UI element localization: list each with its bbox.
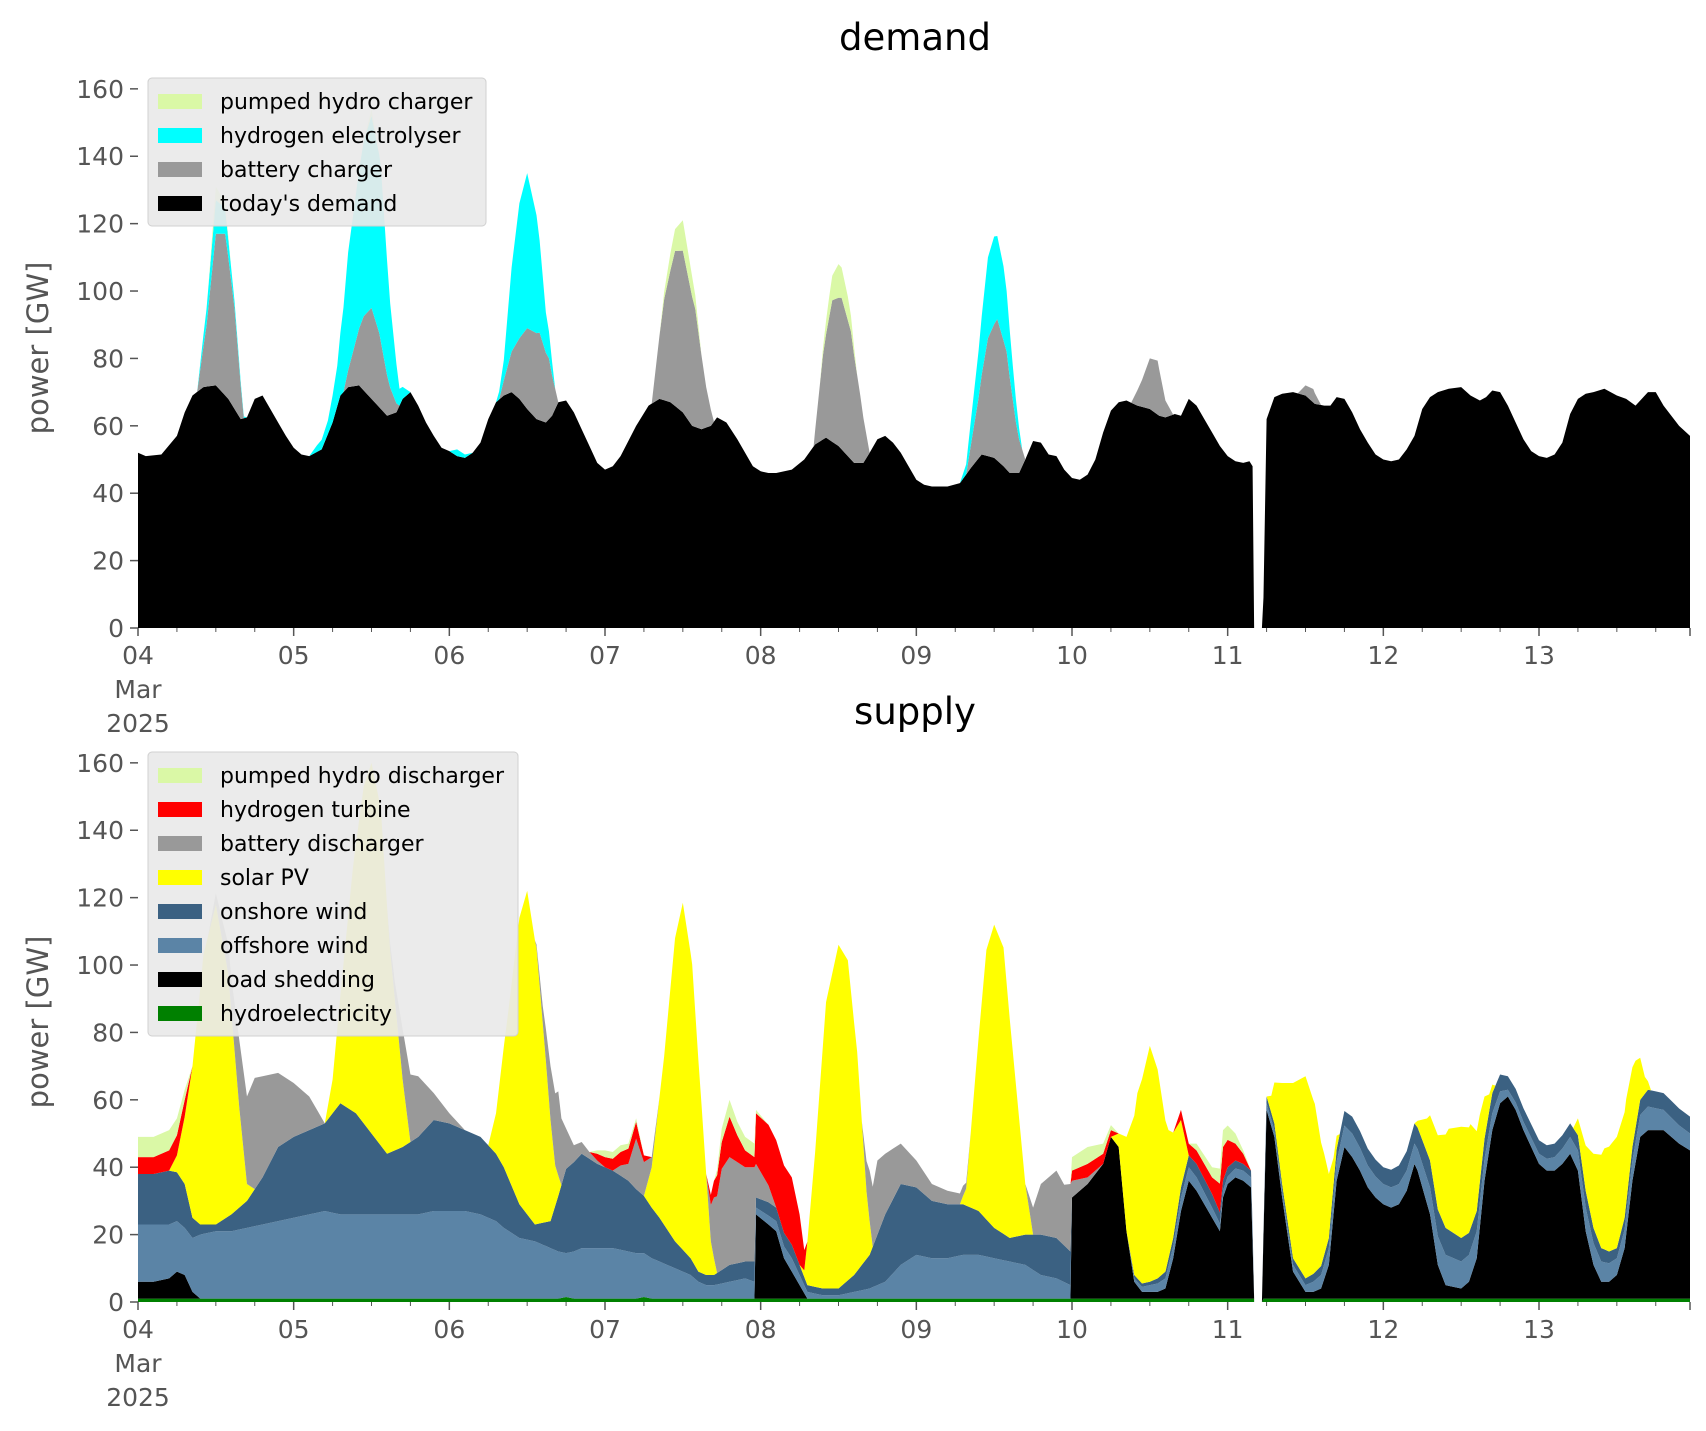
- demand-ytick-label-0: 0: [108, 614, 124, 643]
- supply-legend-swatch-hydrogen-turbine: [158, 802, 202, 817]
- supply-xtick-label-0-2: 2025: [106, 1383, 170, 1412]
- supply-ytick-label-6: 120: [76, 884, 124, 913]
- demand-ytick-label-6: 120: [76, 210, 124, 239]
- demand-xtick-label-1: 05: [278, 641, 310, 670]
- supply-legend-swatch-pumped-hydro-discharger: [158, 768, 202, 783]
- supply-xtick-label-5: 09: [900, 1315, 932, 1344]
- demand-title: demand: [839, 16, 991, 59]
- demand-legend-swatch-today-s-demand: [158, 196, 202, 211]
- demand-ytick-label-8: 160: [76, 75, 124, 104]
- demand-ylabel: power [GW]: [21, 262, 55, 435]
- demand-legend-frame: [147, 77, 487, 227]
- supply-ytick-label-5: 100: [76, 951, 124, 980]
- supply-legend-label-hydrogen-turbine: hydrogen turbine: [220, 798, 411, 823]
- demand-ytick-label-4: 80: [92, 344, 124, 373]
- demand-legend: pumped hydro charger hydrogen electrolyse…: [147, 77, 487, 227]
- demand-legend-label-hydrogen-electrolyser: hydrogen electrolyser: [220, 124, 461, 149]
- demand-legend-swatch-hydrogen-electrolyser: [158, 128, 202, 143]
- supply-xtick-label-6: 10: [1056, 1315, 1088, 1344]
- supply-xtick-label-1: 05: [278, 1315, 310, 1344]
- supply-ytick-label-4: 80: [92, 1018, 124, 1047]
- supply-legend-frame: [147, 751, 519, 1037]
- supply-ytick-label-0: 0: [108, 1288, 124, 1317]
- supply-legend-label-solar-pv: solar PV: [220, 866, 309, 891]
- supply-legend-label-load-shedding: load shedding: [220, 968, 375, 993]
- demand-panel: demand power [GW] 0204060801001201401600…: [21, 16, 1691, 738]
- supply-xtick-label-7: 11: [1212, 1315, 1244, 1344]
- demand-area-hydrogen-electrolyser: [138, 115, 1690, 628]
- supply-legend-label-hydroelectricity: hydroelectricity: [220, 1002, 392, 1027]
- supply-legend-swatch-load-shedding: [158, 972, 202, 987]
- supply-legend: pumped hydro discharger hydrogen turbine b…: [147, 751, 519, 1037]
- supply-legend-swatch-onshore-wind: [158, 904, 202, 919]
- supply-legend-label-battery-discharger: battery discharger: [220, 832, 425, 857]
- supply-legend-label-onshore-wind: onshore wind: [220, 900, 367, 925]
- demand-legend-label-battery-charger: battery charger: [220, 158, 393, 183]
- supply-area-solar-pv: [138, 762, 1690, 1302]
- demand-ytick-label-5: 100: [76, 277, 124, 306]
- demand-xtick-label-8: 12: [1367, 641, 1399, 670]
- supply-legend-swatch-offshore-wind: [158, 938, 202, 953]
- demand-legend-swatch-pumped-hydro-charger: [158, 94, 202, 109]
- supply-ytick-label-7: 140: [76, 816, 124, 845]
- demand-xtick-label-0: 04: [122, 641, 154, 670]
- supply-ytick-label-2: 40: [92, 1153, 124, 1182]
- demand-xtick-label-0-2: 2025: [106, 709, 170, 738]
- supply-area-hydroelectricity: [138, 1296, 1690, 1302]
- supply-panel: supply power [GW] 0204060801001201401600…: [21, 690, 1691, 1412]
- supply-area-onshore-wind: [138, 1074, 1690, 1302]
- supply-ytick-label-1: 20: [92, 1221, 124, 1250]
- demand-xtick-label-5: 09: [900, 641, 932, 670]
- supply-area-offshore-wind: [138, 1089, 1690, 1302]
- supply-areas: [138, 762, 1690, 1302]
- demand-area-today-s-demand: [138, 385, 1690, 628]
- demand-xtick-label-7: 11: [1212, 641, 1244, 670]
- supply-xtick-label-0: 04: [122, 1315, 154, 1344]
- supply-axes: 0 20 40 60 80 100 120 140 160 04 Mar 2025 05 06 07 08 09…: [76, 749, 1691, 1412]
- supply-xtick-label-9: 13: [1523, 1315, 1555, 1344]
- supply-ylabel: power [GW]: [21, 936, 55, 1109]
- supply-legend-swatch-battery-discharger: [158, 836, 202, 851]
- supply-legend-swatch-hydroelectricity: [158, 1006, 202, 1021]
- demand-xtick-label-0-1: Mar: [114, 675, 162, 704]
- demand-xtick-label-4: 08: [745, 641, 777, 670]
- supply-xtick-label-0-1: Mar: [114, 1349, 162, 1378]
- demand-xtick-label-9: 13: [1523, 641, 1555, 670]
- demand-ytick-label-7: 140: [76, 142, 124, 171]
- supply-xtick-label-8: 12: [1367, 1315, 1399, 1344]
- demand-legend-swatch-battery-charger: [158, 162, 202, 177]
- demand-ytick-label-1: 20: [92, 547, 124, 576]
- supply-legend-label-pumped-hydro-discharger: pumped hydro discharger: [220, 764, 505, 789]
- demand-areas: [138, 109, 1690, 628]
- demand-xtick-label-3: 07: [589, 641, 621, 670]
- supply-legend-label-offshore-wind: offshore wind: [220, 934, 369, 959]
- demand-legend-label-pumped-hydro-charger: pumped hydro charger: [220, 90, 473, 115]
- supply-legend-swatch-solar-pv: [158, 870, 202, 885]
- demand-axes: 0 20 40 60 80 100 120 140 160 04 Mar 2025 05 06 07 08 09…: [76, 75, 1691, 738]
- supply-area-load-shedding: [138, 1096, 1690, 1302]
- supply-ytick-label-8: 160: [76, 749, 124, 778]
- demand-ytick-label-3: 60: [92, 412, 124, 441]
- demand-area-battery-charger: [138, 233, 1690, 628]
- supply-xtick-label-3: 07: [589, 1315, 621, 1344]
- supply-xtick-label-2: 06: [433, 1315, 465, 1344]
- demand-xtick-label-2: 06: [433, 641, 465, 670]
- supply-title: supply: [854, 690, 976, 733]
- demand-ytick-label-2: 40: [92, 479, 124, 508]
- supply-xtick-label-4: 08: [745, 1315, 777, 1344]
- demand-xtick-label-6: 10: [1056, 641, 1088, 670]
- supply-ytick-label-3: 60: [92, 1086, 124, 1115]
- demand-legend-label-today-s-demand: today's demand: [220, 192, 397, 217]
